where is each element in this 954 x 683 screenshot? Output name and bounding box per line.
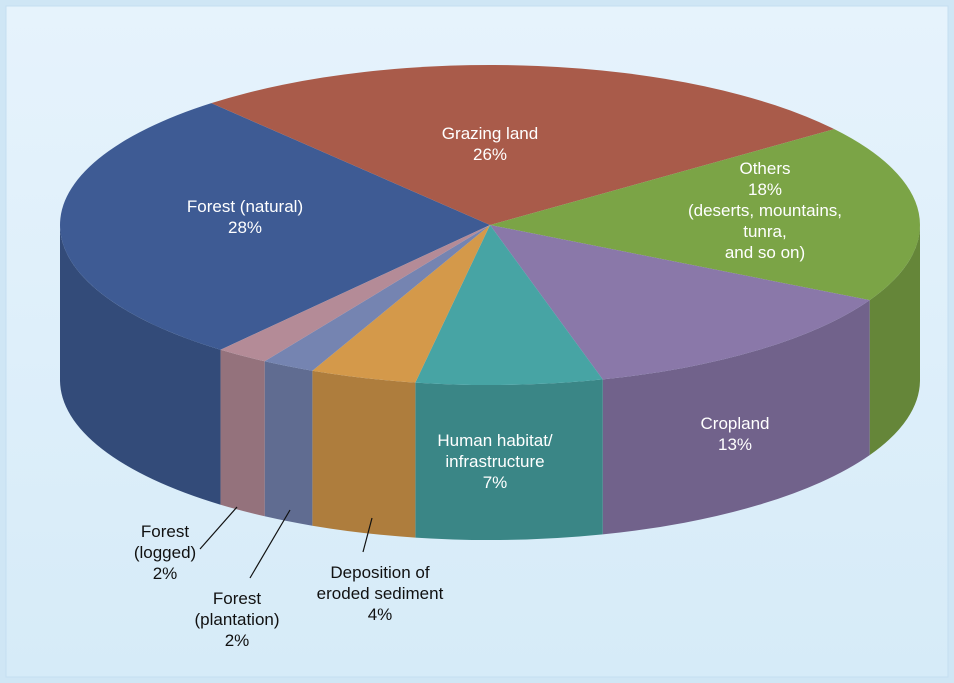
slice <box>415 225 603 386</box>
value-label: 2% <box>224 631 250 650</box>
slice-label: Grazing land <box>441 124 539 143</box>
slice <box>490 225 870 380</box>
slice-label: Forest (plantation) <box>194 589 280 629</box>
slice-side <box>60 225 221 505</box>
slice-label: Others <box>739 159 791 178</box>
slice-label: Human habitat/ infrastructure <box>437 431 553 471</box>
slice-side <box>415 379 603 540</box>
slice <box>220 225 490 362</box>
slice-side <box>312 370 416 538</box>
slice-side <box>869 225 920 456</box>
value-label: 7% <box>482 473 508 492</box>
slice <box>490 129 920 301</box>
slice <box>264 225 490 371</box>
slice <box>59 103 490 350</box>
slice-side <box>264 361 313 526</box>
value-label: 28% <box>227 218 263 237</box>
slice-side <box>220 349 265 517</box>
pie <box>59 64 920 540</box>
slice-label: Forest (logged) <box>133 522 197 562</box>
value-label: 4% <box>367 605 393 624</box>
annotation: (deserts, mountains, tunra, and so on) <box>687 201 842 262</box>
leader-line <box>362 517 373 553</box>
slice <box>211 64 835 225</box>
slice-label: Deposition of eroded sediment <box>316 563 444 603</box>
value-label: 13% <box>717 435 753 454</box>
value-label: 18% <box>747 180 783 199</box>
value-label: 2% <box>152 564 178 583</box>
leader-line <box>249 509 291 579</box>
slice-label: Forest (natural) <box>186 197 304 216</box>
leader-line <box>199 506 238 550</box>
slice-label: Cropland <box>700 414 770 433</box>
value-label: 26% <box>472 145 508 164</box>
slice-side <box>602 300 870 535</box>
slice <box>312 225 490 383</box>
